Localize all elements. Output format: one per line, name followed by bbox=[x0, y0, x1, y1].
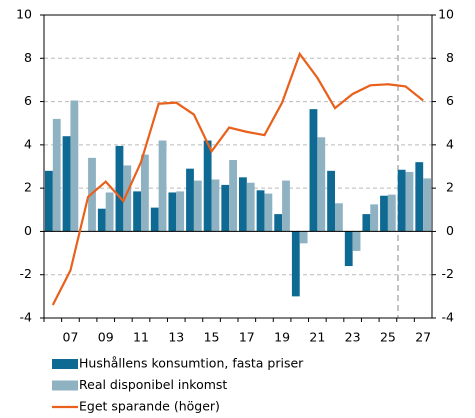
bar bbox=[405, 171, 414, 232]
y-tick-label: 10 bbox=[16, 7, 32, 22]
bar bbox=[70, 100, 79, 232]
bar bbox=[380, 195, 388, 232]
bar bbox=[309, 109, 318, 232]
bar bbox=[415, 162, 424, 232]
y2-tick-label: 0 bbox=[446, 223, 454, 238]
bar bbox=[264, 193, 273, 232]
y2-tick-label: 2 bbox=[446, 180, 454, 195]
y-tick-label: 0 bbox=[24, 223, 32, 238]
y2-tick-label: -4 bbox=[442, 310, 455, 325]
x-tick-label: 25 bbox=[380, 330, 396, 345]
y-tick-label: -2 bbox=[20, 266, 32, 281]
y2-tick-label: 10 bbox=[438, 7, 454, 22]
x-tick-label: 15 bbox=[204, 330, 220, 345]
y-tick-label: 6 bbox=[24, 93, 32, 108]
bar bbox=[256, 190, 265, 232]
x-tick-label: 27 bbox=[415, 330, 431, 345]
bar bbox=[274, 214, 283, 232]
bar bbox=[168, 192, 177, 232]
bar bbox=[352, 231, 361, 251]
x-tick-label: 17 bbox=[239, 330, 255, 345]
legend-swatch bbox=[52, 359, 78, 369]
bar bbox=[133, 191, 141, 232]
y-tick-label: -4 bbox=[20, 310, 33, 325]
x-tick-label: 23 bbox=[345, 330, 361, 345]
y2-tick-label: -2 bbox=[442, 266, 454, 281]
x-tick-label: 21 bbox=[309, 330, 325, 345]
legend-swatch bbox=[52, 380, 78, 391]
line bbox=[51, 51, 424, 306]
legend-label: Hushållens konsumtion, fasta priser bbox=[79, 356, 304, 371]
legend-label: Real disponibel inkomst bbox=[79, 377, 227, 392]
bar bbox=[344, 231, 353, 267]
x-tick-label: 19 bbox=[274, 330, 290, 345]
bar bbox=[282, 180, 290, 232]
bar bbox=[317, 137, 326, 232]
bar bbox=[123, 165, 132, 232]
bar bbox=[150, 207, 159, 232]
bar bbox=[221, 184, 230, 232]
bar bbox=[387, 194, 396, 232]
bar bbox=[105, 192, 114, 232]
bar bbox=[370, 204, 379, 232]
legend-label: Eget sparande (höger) bbox=[79, 399, 220, 414]
bar bbox=[327, 170, 335, 232]
bar bbox=[203, 140, 212, 232]
bar bbox=[62, 136, 71, 232]
bar bbox=[239, 177, 247, 232]
x-tick-label: 07 bbox=[63, 330, 79, 345]
x-tick-label: 09 bbox=[98, 330, 114, 345]
y2-tick-label: 6 bbox=[446, 93, 454, 108]
bar bbox=[246, 182, 255, 232]
bar bbox=[291, 231, 300, 297]
bar bbox=[115, 145, 124, 232]
bar bbox=[397, 169, 406, 232]
y-tick-label: 2 bbox=[24, 180, 32, 195]
bar bbox=[362, 214, 371, 232]
bar bbox=[141, 154, 149, 232]
y-tick-label: 4 bbox=[24, 136, 32, 151]
bar bbox=[229, 160, 237, 232]
y-tick-label: 8 bbox=[24, 50, 32, 65]
bar bbox=[97, 208, 106, 232]
bar bbox=[186, 168, 194, 232]
plot-frame bbox=[43, 14, 433, 319]
bar bbox=[176, 191, 185, 232]
bar bbox=[299, 231, 308, 244]
x-tick-label: 11 bbox=[133, 330, 149, 345]
bar bbox=[52, 118, 61, 232]
y2-tick-label: 8 bbox=[446, 50, 454, 65]
y2-tick-label: 4 bbox=[446, 136, 454, 151]
bar bbox=[158, 140, 167, 232]
bar bbox=[211, 179, 220, 232]
bar bbox=[193, 180, 202, 232]
x-tick-label: 13 bbox=[168, 330, 184, 345]
bar bbox=[45, 170, 53, 232]
bar bbox=[423, 178, 431, 232]
bar bbox=[335, 203, 343, 232]
